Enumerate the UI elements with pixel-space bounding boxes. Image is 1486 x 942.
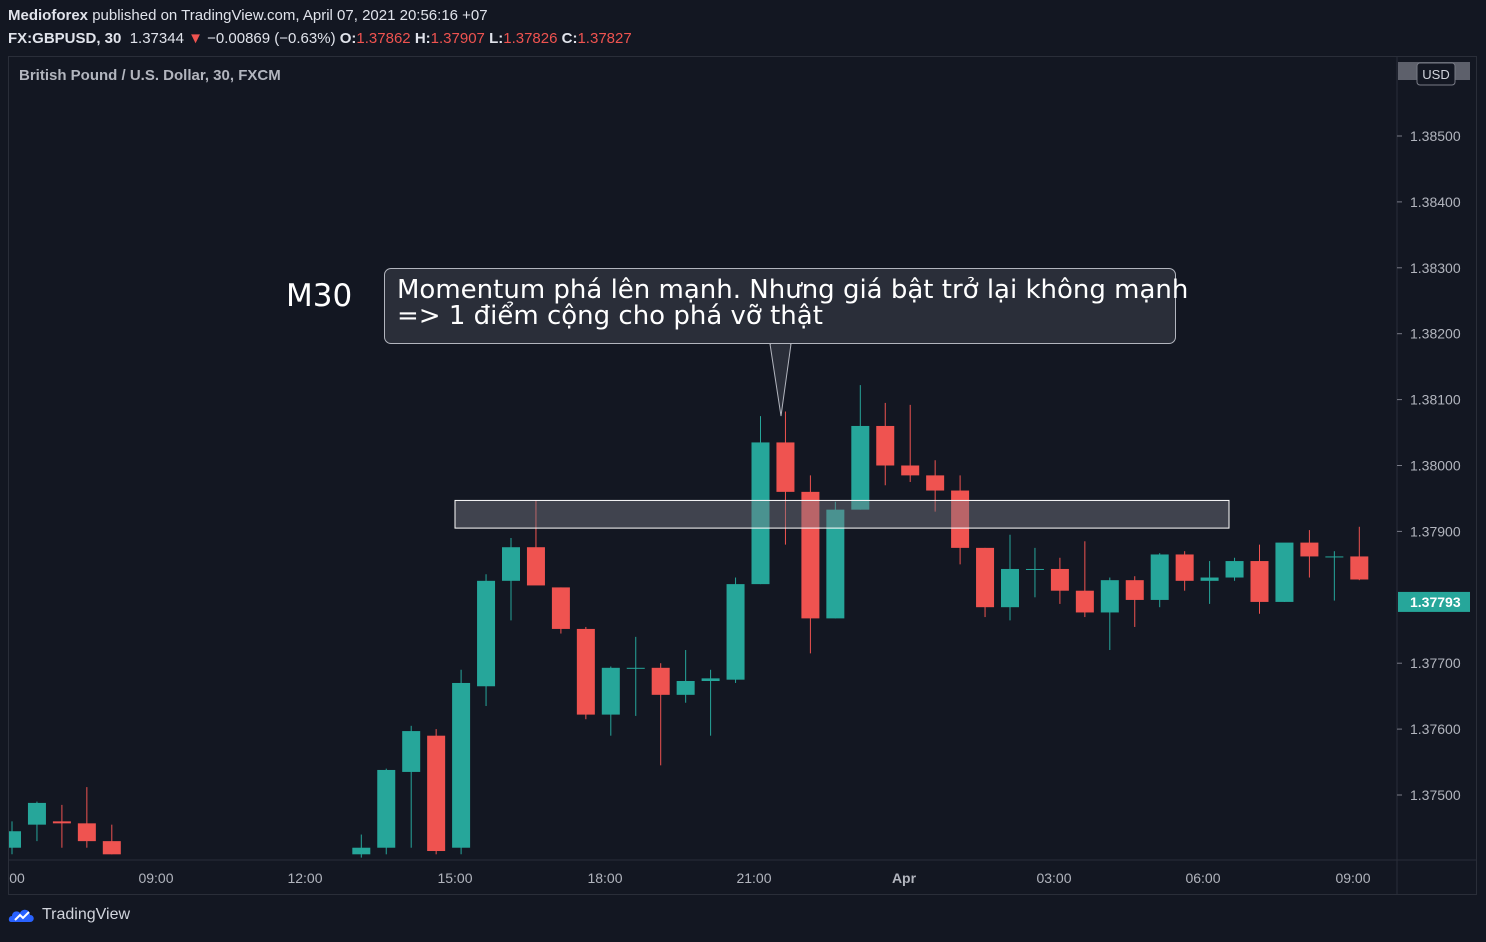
candle-body — [1325, 556, 1344, 558]
low-label: L: — [489, 30, 504, 47]
candle-body — [776, 442, 795, 492]
candle-body — [452, 682, 471, 848]
cloud-logo-icon — [8, 909, 34, 922]
price-tick-label: 1.38100 — [1410, 392, 1461, 408]
time-tick-label: 06:00 — [1185, 870, 1220, 886]
candle-body — [1275, 542, 1294, 602]
candle-body — [402, 731, 421, 772]
tradingview-logo[interactable]: TradingView — [8, 906, 130, 924]
high-label: H: — [414, 30, 431, 47]
time-tick-label: 18:00 — [587, 870, 622, 886]
last-price: 1.37344 — [129, 30, 184, 47]
time-tick-label: 00 — [9, 870, 25, 886]
annotation-line-1: Momentum phá lên mạnh. Nhưng giá bật trở… — [397, 275, 1189, 305]
candle-body — [77, 823, 96, 842]
candle-body — [976, 547, 995, 608]
candle-body — [851, 425, 870, 510]
candle-body — [1150, 554, 1169, 600]
candle-body — [477, 580, 496, 687]
candle-body — [1225, 561, 1244, 578]
chart-frame — [8, 56, 1477, 895]
candle-body — [701, 678, 720, 681]
candle-body — [1100, 580, 1119, 613]
candle-body — [102, 841, 121, 855]
callout-pointer — [769, 343, 792, 417]
candle-body — [352, 847, 371, 855]
time-tick-label: 15:00 — [437, 870, 472, 886]
series-title: British Pound / U.S. Dollar, 30, FXCM — [19, 67, 281, 84]
high-value: 1.37907 — [430, 30, 485, 47]
candle-body — [27, 802, 46, 825]
candle-body — [1050, 568, 1069, 591]
candle-body — [901, 465, 920, 476]
candle-body — [1250, 561, 1269, 602]
candle-body — [1300, 542, 1319, 557]
candle-body — [751, 442, 770, 585]
candle-body — [826, 509, 845, 619]
current-price-badge — [1398, 591, 1470, 612]
down-arrow-icon: ▼ — [188, 30, 203, 47]
time-tick-label: 03:00 — [1036, 870, 1071, 886]
candles-group — [9, 385, 1369, 858]
candle-body — [801, 491, 820, 619]
annotation-callout[interactable]: Momentum phá lên mạnh. Nhưng giá bật trở… — [384, 268, 1189, 344]
low-value: 1.37826 — [503, 30, 558, 47]
resistance-zone — [454, 499, 1230, 529]
candle-body — [1200, 577, 1219, 581]
currency-badge — [1416, 62, 1456, 86]
currency-label: USD — [1422, 67, 1449, 82]
current-price-label: 1.37793 — [1410, 594, 1461, 610]
brand-label: TradingView — [42, 906, 131, 923]
candle-body — [52, 821, 71, 824]
close-label: C: — [561, 30, 578, 47]
candle-body — [951, 490, 970, 548]
price-tick-label: 1.38000 — [1410, 458, 1461, 474]
candle-body — [526, 547, 545, 586]
publisher-name[interactable]: Medioforex — [8, 7, 89, 24]
time-tick-label: 09:00 — [1335, 870, 1370, 886]
ohlc-legend: FX:GBPUSD, 30 1.37344 ▼ −0.00869 (−0.63%… — [8, 30, 632, 47]
candle-body — [1175, 554, 1194, 581]
time-tick-label: 21:00 — [736, 870, 771, 886]
candle-body — [1125, 580, 1144, 600]
price-tick-label: 1.38400 — [1410, 194, 1461, 210]
candle-body — [427, 735, 446, 852]
time-tick-label: 09:00 — [138, 870, 173, 886]
change-value: −0.00869 (−0.63%) — [207, 30, 336, 47]
price-tick-label: 1.37900 — [1410, 523, 1461, 539]
candle-body — [1025, 568, 1044, 570]
open-label: O: — [339, 30, 357, 47]
candle-body — [377, 769, 396, 848]
candle-body — [726, 584, 745, 680]
candle-body — [1350, 556, 1369, 580]
candle-body — [676, 680, 695, 695]
candle-body — [1075, 590, 1094, 613]
time-tick-label: Apr — [892, 870, 917, 886]
candle-body — [1001, 568, 1019, 608]
price-tick-label: 1.38500 — [1410, 128, 1461, 144]
time-tick-label: 12:00 — [287, 870, 322, 886]
close-value: 1.37827 — [577, 30, 632, 47]
candle-body — [9, 831, 21, 848]
price-tick-label: 1.37500 — [1410, 787, 1461, 803]
open-value: 1.37862 — [356, 30, 411, 47]
candle-body — [926, 475, 945, 491]
timeframe-label: M30 — [286, 278, 353, 314]
published-text: published on TradingView.com, April 07, … — [92, 7, 488, 24]
candle-body — [601, 667, 620, 715]
price-tick-label: 1.37600 — [1410, 721, 1461, 737]
price-tick-label: 1.38300 — [1410, 260, 1461, 276]
publish-info: Medioforex published on TradingView.com,… — [8, 7, 488, 24]
candle-body — [876, 425, 895, 466]
symbol-label: FX:GBPUSD, 30 — [8, 30, 122, 47]
candle-body — [551, 587, 570, 629]
candle-body — [502, 547, 520, 581]
price-tick-label: 1.37700 — [1410, 655, 1461, 671]
candle-body — [626, 667, 645, 669]
annotation-line-2: => 1 điểm cộng cho phá vỡ thật — [397, 301, 823, 331]
candle-body — [651, 667, 670, 695]
price-tick-label: 1.38200 — [1410, 326, 1461, 342]
candle-body — [576, 628, 595, 715]
